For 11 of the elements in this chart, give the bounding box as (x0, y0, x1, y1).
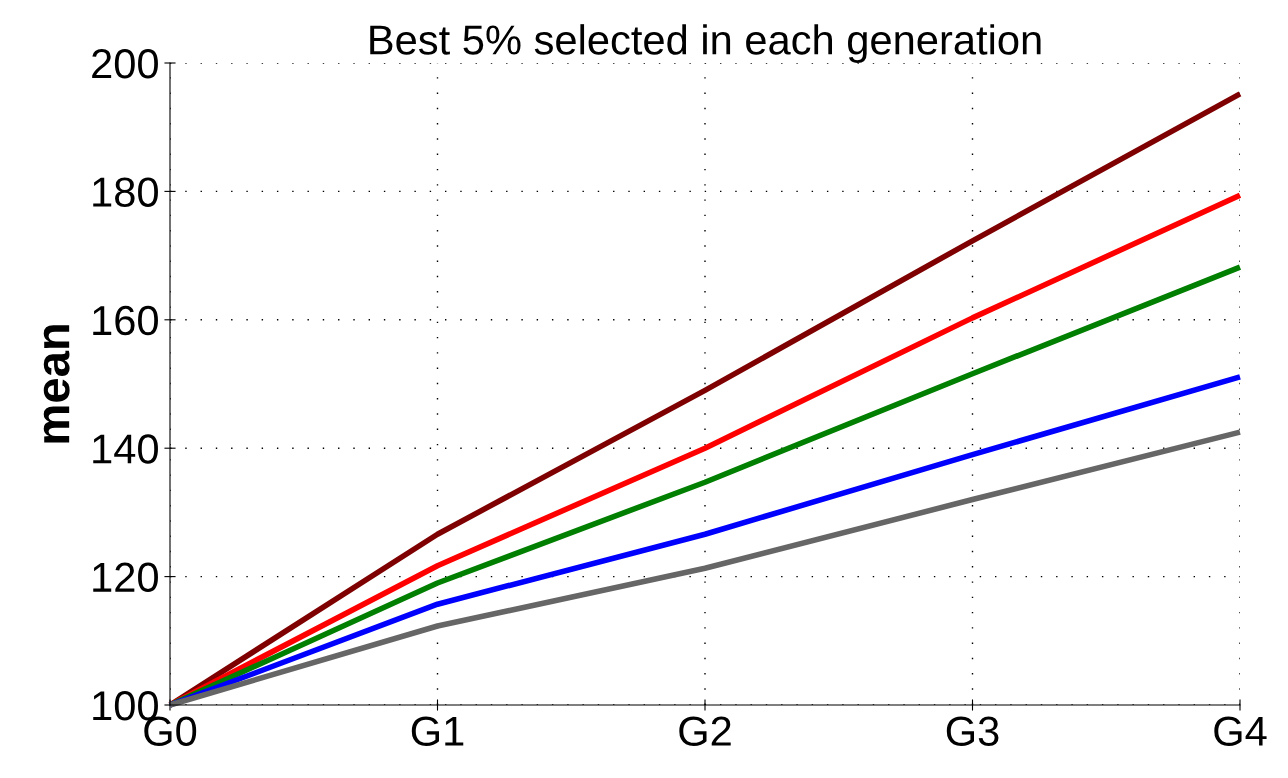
x-tick-label: G1 (411, 716, 464, 747)
y-tick-label: 180 (93, 177, 158, 207)
chart-title: Best 5% selected in each generation (370, 24, 1041, 63)
y-tick-label: 140 (93, 434, 158, 464)
x-tick-label: G4 (1214, 716, 1267, 747)
y-tick-label: 120 (93, 562, 158, 593)
x-tick-label: G2 (679, 716, 731, 747)
y-tick-label: 200 (92, 49, 158, 79)
y-axis-title: mean (43, 325, 70, 443)
y-tick-label: 160 (93, 305, 158, 336)
x-tick-label: G3 (946, 716, 999, 747)
